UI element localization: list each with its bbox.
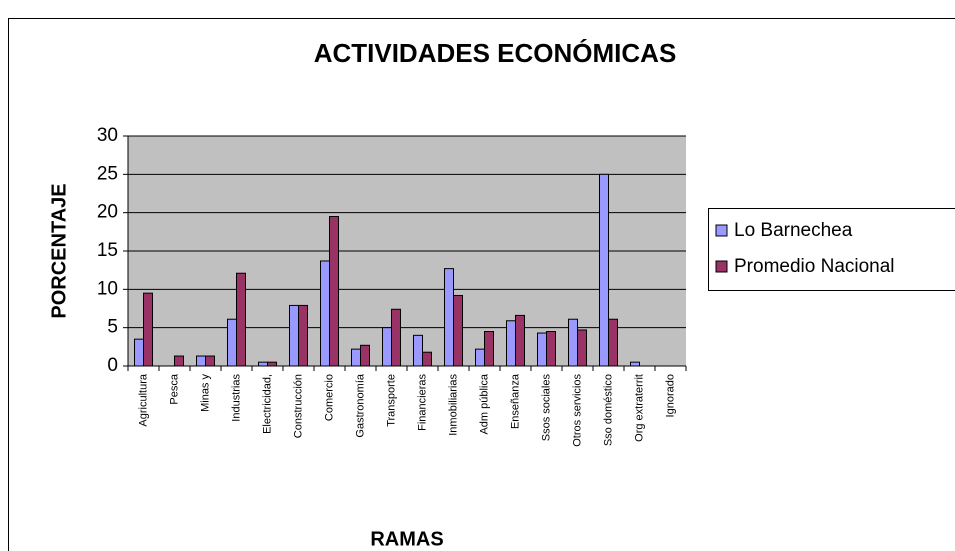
bar [143,292,153,367]
bar [298,304,308,367]
x-tick-label: Adm pública [478,373,490,434]
bar [258,361,268,367]
chart-title: ACTIVIDADES ECONÓMICAS [314,38,677,68]
bar [320,260,330,367]
x-tick-label: Enseñanza [509,373,521,429]
x-tick-label: Comercio [323,374,335,421]
x-tick-label: Gastronomía [354,373,366,437]
bar [391,308,401,367]
legend-swatch [715,224,728,237]
y-tick-label: 5 [107,317,118,338]
bar [289,304,299,367]
x-tick-label: Industrias [230,374,242,422]
x-tick-label: Transporte [385,374,397,427]
bar [267,361,277,367]
bar [568,318,578,367]
bar [577,329,587,367]
bar [608,318,618,367]
y-tick-label: 15 [97,240,118,261]
x-tick-label: Minas y [199,374,211,412]
x-tick-label: Ssos sociales [540,374,552,442]
legend-label: Promedio Nacional [734,256,895,277]
x-tick-label: Financieras [416,374,428,431]
bar [351,348,361,367]
y-tick-label: 20 [97,202,118,223]
legend [708,208,955,291]
bar [484,331,494,367]
legend-swatch [715,260,728,273]
bar [630,361,640,367]
x-tick-label: Inmobiliarias [447,374,459,436]
x-tick-label: Org extraterrit [633,374,645,442]
bar [205,355,215,367]
x-tick-label: Construcción [292,374,304,438]
y-tick-label: 25 [97,163,118,184]
bar [360,344,370,367]
bar [537,332,547,367]
legend-label: Lo Barnechea [734,220,853,241]
y-tick-label: 10 [97,278,118,299]
bar [382,327,392,367]
x-tick-label: Sso doméstico [602,374,614,446]
bar [174,355,184,367]
bar [475,348,485,367]
bar [196,355,206,367]
bar [422,351,432,367]
y-tick-label: 30 [97,125,118,146]
bar [453,294,463,367]
x-tick-label: Electricidad, [261,374,273,434]
bar [599,173,609,367]
bar [506,320,516,367]
x-tick-label: Otros servicios [571,374,583,447]
x-tick-label: Agricultura [137,373,149,426]
bar [236,272,246,367]
x-tick-label: Ignorado [664,374,676,417]
bar [329,216,339,367]
y-tick-label: 0 [107,355,118,376]
bar [227,318,237,367]
bar [134,338,144,367]
bar [444,268,454,367]
bar [413,334,423,367]
bar [515,314,525,367]
x-axis-label: RAMAS [370,528,443,550]
x-tick-label: Pesca [168,373,180,404]
y-axis-label: PORCENTAJE [48,183,70,318]
bar [546,331,556,367]
